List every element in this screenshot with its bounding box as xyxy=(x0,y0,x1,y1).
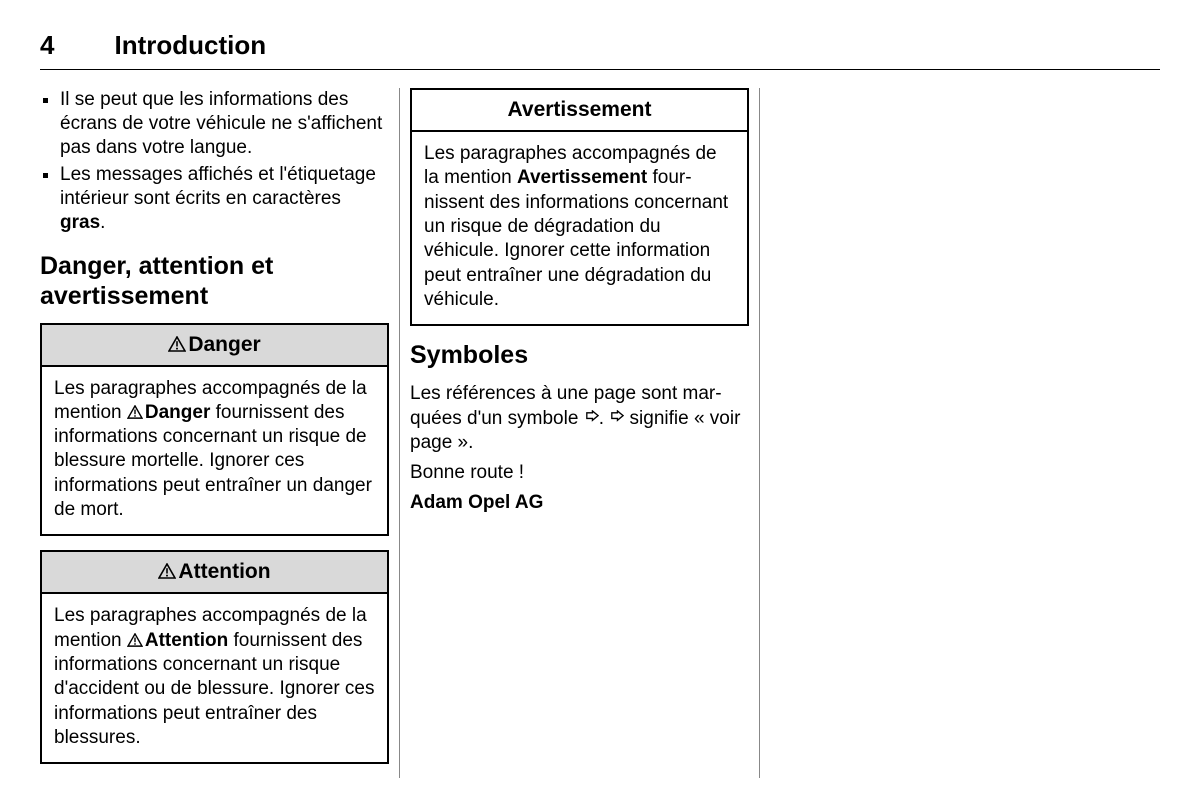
columns: Il se peut que les informations des écra… xyxy=(40,88,1160,778)
attention-box-body: Les paragraphes accompagnés de la mentio… xyxy=(42,594,387,762)
attention-box-title: Attention xyxy=(178,560,270,583)
body-bold: Danger xyxy=(145,402,210,423)
page-reference-arrow-icon xyxy=(584,410,599,425)
avertissement-box: Avertissement Les paragraphes accompagné… xyxy=(410,88,749,326)
avertissement-box-body: Les paragraphes accompagnés de la mentio… xyxy=(412,132,747,324)
attention-box-header: Attention xyxy=(42,552,387,594)
list-item-text: Les messages affichés et l'étique­tage i… xyxy=(60,164,376,209)
body-bold: Avertissement xyxy=(517,167,647,188)
symbols-mid: . xyxy=(599,408,610,429)
danger-box-header: Danger xyxy=(42,325,387,367)
attention-box: Attention Les paragraphes accompagnés de… xyxy=(40,550,389,764)
warning-triangle-icon xyxy=(158,563,176,579)
bonne-route: Bonne route ! xyxy=(410,461,749,485)
page-header: 4 Introduction xyxy=(40,30,1160,70)
signature: Adam Opel AG xyxy=(410,491,749,515)
bold-word: gras xyxy=(60,212,100,233)
bullet-list: Il se peut que les informations des écra… xyxy=(40,88,389,235)
column-2: Avertissement Les paragraphes accompagné… xyxy=(400,88,760,778)
manual-page: 4 Introduction Il se peut que les inform… xyxy=(0,0,1200,798)
section-title: Introduction xyxy=(114,30,266,61)
page-number: 4 xyxy=(40,30,54,61)
avertissement-box-header: Avertissement xyxy=(412,90,747,132)
list-item: Il se peut que les informations des écra… xyxy=(60,88,389,159)
danger-box-title: Danger xyxy=(188,333,260,356)
symbols-heading: Symboles xyxy=(410,340,749,370)
list-item: Les messages affichés et l'étique­tage i… xyxy=(60,163,389,234)
body-bold: Attention xyxy=(145,630,228,651)
warning-triangle-icon xyxy=(127,633,143,647)
danger-box-body: Les paragraphes accompagnés de la mentio… xyxy=(42,367,387,535)
page-reference-arrow-icon xyxy=(609,410,624,425)
list-item-tail: . xyxy=(100,212,105,233)
subsection-heading: Danger, attention et avertissement xyxy=(40,251,389,311)
symbols-paragraph: Les références à une page sont mar­quées… xyxy=(410,382,749,455)
avertissement-box-title: Avertissement xyxy=(508,98,652,121)
body-post: four­nissent des informations concer­nan… xyxy=(424,167,728,310)
column-3 xyxy=(760,88,1120,778)
column-1: Il se peut que les informations des écra… xyxy=(40,88,400,778)
warning-triangle-icon xyxy=(168,336,186,352)
danger-box: Danger Les paragraphes accompagnés de la… xyxy=(40,323,389,537)
warning-triangle-icon xyxy=(127,405,143,419)
